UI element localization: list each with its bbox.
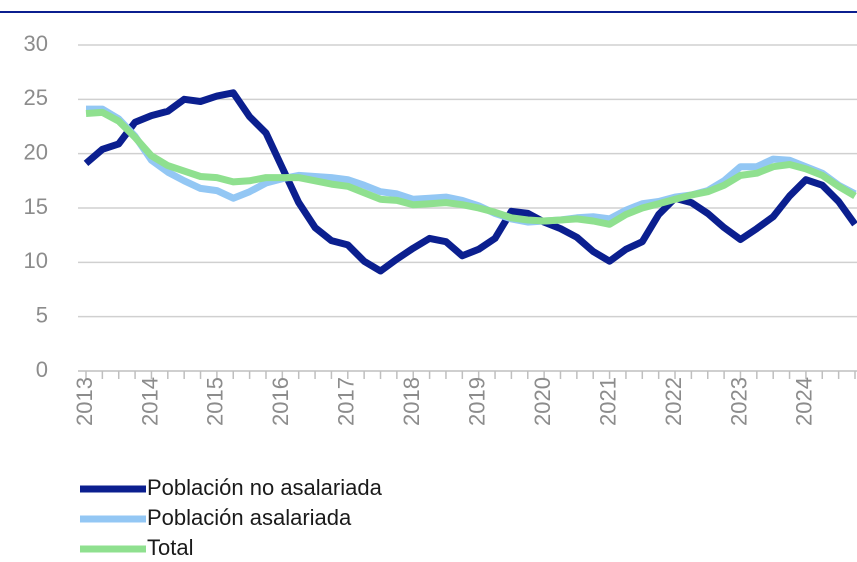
y-tick-label: 10 [24, 248, 48, 273]
x-tick-label: 2022 [661, 377, 686, 426]
y-tick-label: 5 [36, 302, 48, 327]
y-tick-label: 0 [36, 357, 48, 382]
series-line [83, 89, 857, 275]
x-tick-label: 2013 [72, 377, 97, 426]
y-tick-label: 20 [24, 139, 48, 164]
y-tick-label: 25 [24, 85, 48, 110]
series-line [85, 108, 857, 228]
legend-label: Total [147, 535, 193, 560]
x-tick-label: 2017 [334, 377, 359, 426]
legend-label: Población no asalariada [147, 475, 383, 500]
legend: Población no asalariada Población asalari… [80, 475, 383, 560]
x-tick-label: 2024 [792, 377, 817, 426]
x-tick-label: 2019 [464, 377, 489, 426]
y-tick-label: 15 [24, 194, 48, 219]
x-tick-label: 2018 [399, 377, 424, 426]
x-tick-label: 2021 [595, 377, 620, 426]
x-tick-label: 2014 [137, 377, 162, 426]
y-tick-label: 30 [24, 31, 48, 56]
x-tick-label: 2016 [268, 377, 293, 426]
x-tick-label: 2023 [726, 377, 751, 426]
x-tick-label: 2020 [530, 377, 555, 426]
x-tick-label: 2015 [203, 377, 228, 426]
legend-label: Población asalariada [147, 505, 352, 530]
